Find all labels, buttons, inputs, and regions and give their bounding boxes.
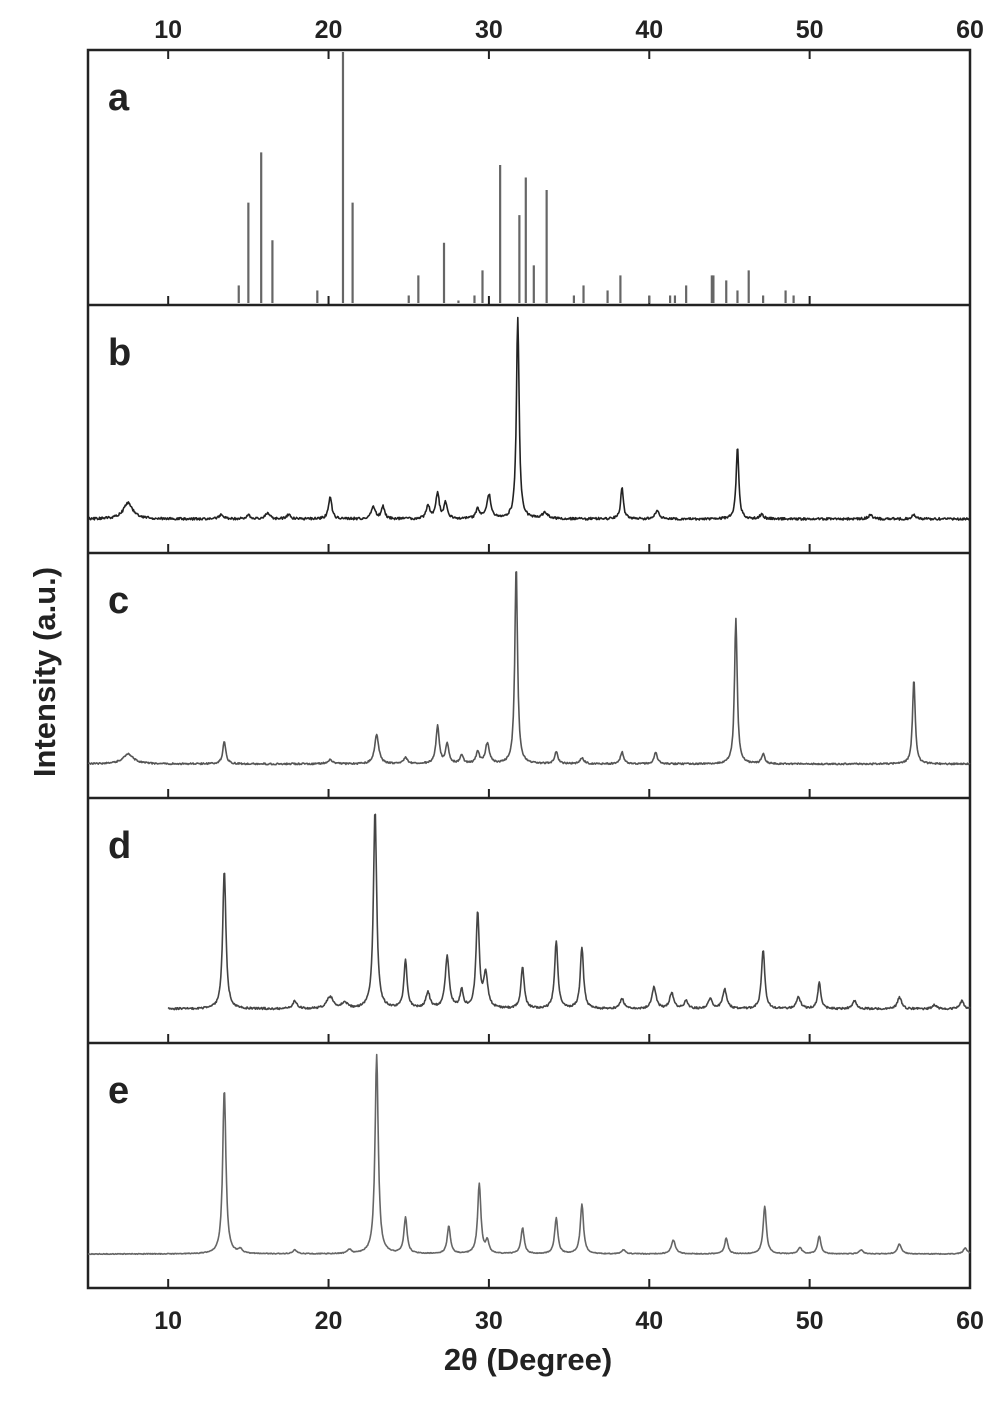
panel-c bbox=[87, 571, 971, 766]
panel-e bbox=[87, 1053, 971, 1256]
panel-label-b: b bbox=[108, 332, 131, 374]
x-tick-label-top: 10 bbox=[154, 16, 182, 44]
panel-label-a: a bbox=[108, 77, 130, 119]
x-tick-label-bottom: 40 bbox=[635, 1307, 663, 1335]
trace-line bbox=[87, 316, 971, 521]
x-tick-label-top: 40 bbox=[635, 16, 663, 44]
panel-d bbox=[167, 813, 971, 1011]
x-tick-label-bottom: 60 bbox=[956, 1307, 984, 1335]
trace-line bbox=[167, 813, 971, 1011]
x-tick-label-bottom: 50 bbox=[796, 1307, 824, 1335]
x-tick-label-bottom: 20 bbox=[315, 1307, 343, 1335]
x-tick-label-top: 30 bbox=[475, 16, 503, 44]
panel-label-e: e bbox=[108, 1070, 129, 1112]
y-axis-title: Intensity (a.u.) bbox=[27, 567, 62, 777]
panel-b bbox=[87, 316, 971, 521]
panel-label-d: d bbox=[108, 825, 131, 867]
plot-frame bbox=[86, 48, 972, 1290]
trace-line bbox=[87, 1053, 971, 1256]
x-tick-label-bottom: 30 bbox=[475, 1307, 503, 1335]
x-tick-label-top: 20 bbox=[315, 16, 343, 44]
x-tick-label-bottom: 10 bbox=[154, 1307, 182, 1335]
x-tick-label-top: 50 bbox=[796, 16, 824, 44]
x-axis-title: 2θ (Degree) bbox=[444, 1342, 612, 1377]
x-tick-label-top: 60 bbox=[956, 16, 984, 44]
panel-label-c: c bbox=[108, 580, 129, 622]
panel-a bbox=[237, 52, 795, 303]
trace-line bbox=[87, 571, 971, 766]
